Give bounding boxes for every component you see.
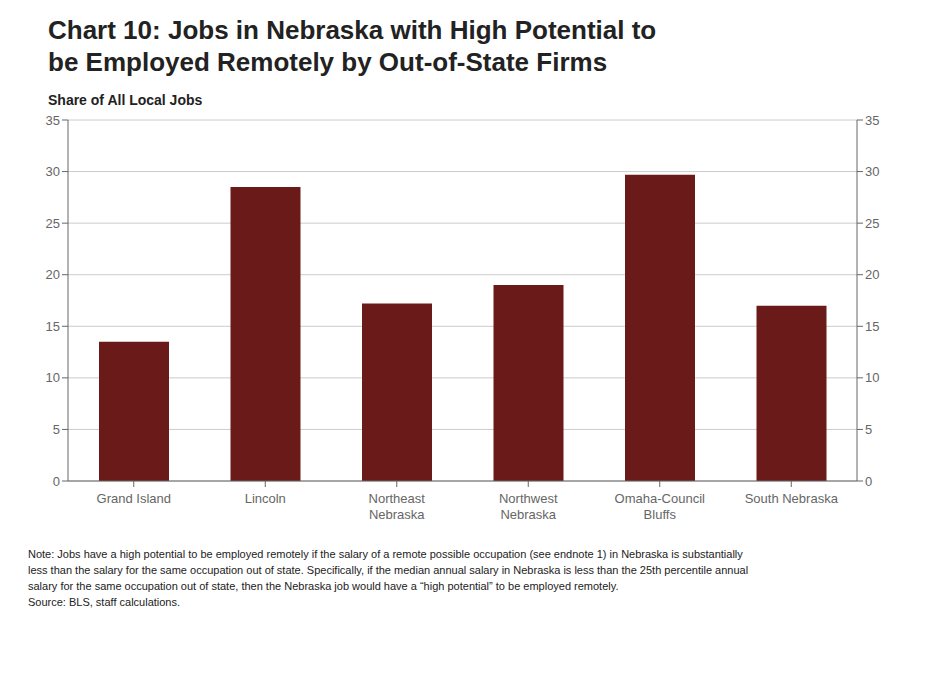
svg-text:35: 35 (865, 113, 879, 128)
svg-text:0: 0 (53, 474, 60, 489)
svg-text:20: 20 (865, 267, 879, 282)
svg-text:NortheastNebraska: NortheastNebraska (369, 491, 426, 522)
svg-text:25: 25 (865, 216, 879, 231)
svg-text:35: 35 (46, 113, 60, 128)
html-text:Chart 10: Jobs in Nebraska wit: Chart 10: Jobs in Nebraska with High Pot… (48, 15, 657, 45)
svg-text:25: 25 (46, 216, 60, 231)
svg-text:Grand Island: Grand Island (97, 491, 171, 506)
svg-text:30: 30 (46, 164, 60, 179)
html-text:Share of All Local Jobs: Share of All Local Jobs (48, 92, 203, 108)
svg-text:Lincoln: Lincoln (245, 491, 286, 506)
html-text:be Employed Remotely by Out-of: be Employed Remotely by Out-of-State Fir… (48, 47, 608, 77)
svg-text:15: 15 (46, 319, 60, 334)
svg-text:5: 5 (865, 422, 872, 437)
svg-text:5: 5 (53, 422, 60, 437)
svg-text:30: 30 (865, 164, 879, 179)
svg-text:10: 10 (46, 370, 60, 385)
svg-text:Omaha-CouncilBluffs: Omaha-CouncilBluffs (615, 491, 705, 522)
svg-text:0: 0 (865, 474, 872, 489)
svg-text:South Nebraska: South Nebraska (745, 491, 839, 506)
svg-text:NorthwestNebraska: NorthwestNebraska (499, 491, 558, 522)
html-text:Note: Jobs have a high potenti: Note: Jobs have a high potential to be e… (28, 548, 749, 608)
svg-text:20: 20 (46, 267, 60, 282)
svg-text:15: 15 (865, 319, 879, 334)
svg-text:10: 10 (865, 370, 879, 385)
